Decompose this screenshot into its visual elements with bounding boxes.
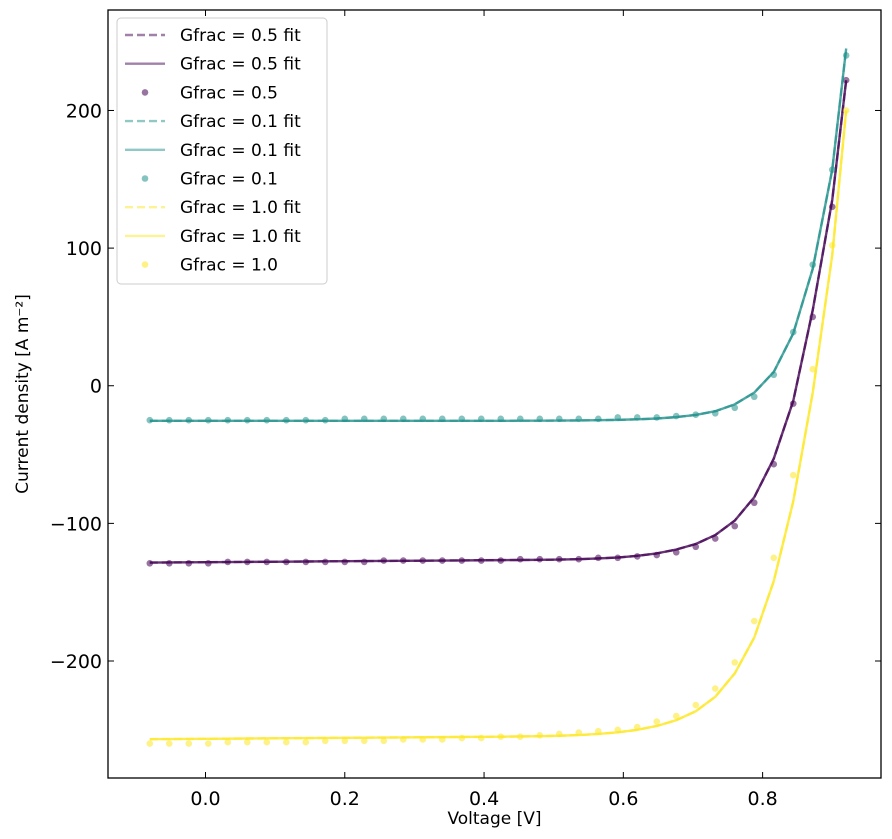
data-point [750,617,758,625]
x-tick-label: 0.8 [748,788,778,810]
data-point [146,740,154,747]
series-gfrac-1-0 [146,107,850,747]
legend-entry: Gfrac = 1.0 [141,256,278,276]
data-point [263,738,271,746]
x-axis-label: Voltage [V] [447,809,541,829]
plot-frame [107,9,882,779]
data-point [653,718,661,725]
data-point [224,738,232,746]
x-tick-label: 0.4 [469,788,499,810]
legend-label: Gfrac = 0.1 [180,170,278,190]
data-point [321,737,329,745]
legend-entry: Gfrac = 0.1 fit [125,112,301,132]
x-tick-label: 0.6 [608,788,638,810]
data-point [809,365,817,373]
y-tick-label: −100 [50,513,102,535]
fit-line-dashed [149,110,848,741]
data-point [731,659,739,666]
y-tick-label: 0 [90,376,102,398]
data-point [185,740,193,747]
legend-entry: Gfrac = 0.5 fit [125,26,301,46]
data-point [341,737,349,745]
legend-entry: Gfrac = 1.0 fit [125,198,301,218]
legend-label: Gfrac = 0.5 [180,83,278,103]
legend-marker [141,175,149,182]
data-point [711,685,719,692]
data-point [360,737,368,745]
data-point [672,712,680,720]
fit-line-dashed [149,48,848,423]
y-axis-ticks: −200 −100 0 100 200 [50,100,881,673]
legend-marker [141,89,149,96]
legend-label: Gfrac = 0.5 fit [180,26,301,46]
legend-entry: Gfrac = 1.0 fit [125,227,301,247]
data-point [789,471,797,479]
legend: Gfrac = 0.5 fit Gfrac = 0.5 fit Gfrac = 0.… [116,17,328,285]
data-point [692,701,700,709]
legend-label: Gfrac = 0.1 fit [180,112,301,132]
y-tick-label: 200 [66,100,102,122]
y-tick-label: 100 [66,238,102,260]
data-point [731,522,739,530]
data-point [750,393,758,401]
legend-entry: Gfrac = 0.5 [141,83,278,103]
x-axis-ticks: 0.0 0.2 0.4 0.6 0.8 [190,10,778,810]
legend-entry: Gfrac = 0.1 [141,170,278,190]
series-layer [146,48,850,747]
legend-marker [141,261,149,268]
legend-entry: Gfrac = 0.1 fit [125,141,301,161]
legend-label: Gfrac = 0.5 fit [180,55,301,75]
legend-label: Gfrac = 0.1 fit [180,141,301,161]
y-axis-label: Current density [A m⁻²] [13,294,33,494]
data-point [165,740,173,747]
y-tick-label: −200 [50,651,102,673]
data-point [380,737,388,745]
fit-line-dashed [149,80,848,564]
series-gfrac-0-5 [146,76,850,567]
x-tick-label: 0.0 [190,788,220,810]
data-point [302,738,310,746]
data-point [282,738,290,746]
data-point [243,738,251,746]
data-point [770,554,778,562]
series-gfrac-0-1 [146,48,850,424]
legend-entry: Gfrac = 0.5 fit [125,55,301,75]
legend-label: Gfrac = 1.0 fit [180,198,301,218]
legend-box [116,17,328,285]
legend-label: Gfrac = 1.0 [180,256,278,276]
legend-label: Gfrac = 1.0 fit [180,227,301,247]
data-point [204,740,212,747]
x-tick-label: 0.2 [330,788,360,810]
